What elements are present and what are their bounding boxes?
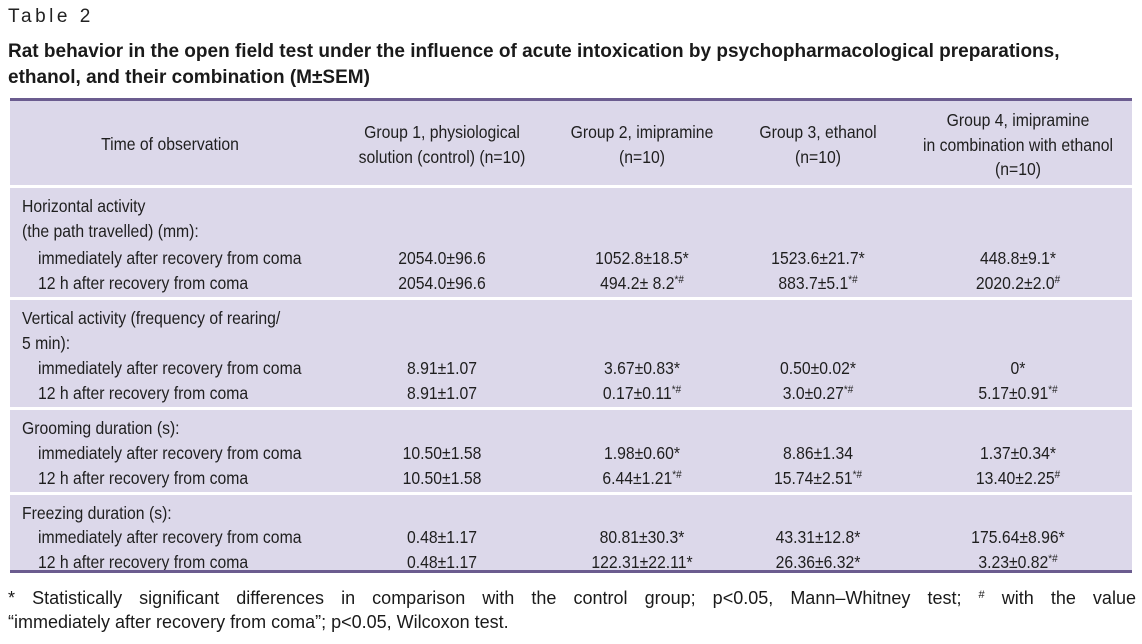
table-cell: 3.0±0.27*# bbox=[782, 383, 854, 403]
table-cell: 0.48±1.17 bbox=[407, 552, 477, 572]
table-cell: 8.91±1.07 bbox=[407, 358, 477, 378]
table-cell: 2054.0±96.6 bbox=[398, 273, 486, 293]
table-cell: 1.98±0.60* bbox=[603, 443, 681, 463]
table-cell: 8.91±1.07 bbox=[407, 383, 477, 403]
row-label: immediately after recovery from coma bbox=[38, 248, 302, 268]
header-group-2: Group 2, imipramine (n=10) bbox=[552, 120, 732, 169]
row-label: immediately after recovery from coma bbox=[38, 358, 302, 378]
row-separator bbox=[10, 407, 1132, 410]
table-cell: 494.2± 8.2*# bbox=[600, 273, 684, 293]
table-caption: Rat behavior in the open field test unde… bbox=[8, 39, 1138, 91]
table-cell: 448.8±9.1* bbox=[979, 248, 1057, 268]
header-line: Group 3, ethanol bbox=[759, 122, 877, 142]
table-cell: 80.81±30.3* bbox=[599, 527, 685, 547]
table-cell: 883.7±5.1*# bbox=[778, 273, 858, 293]
section-title: (the path travelled) (mm): bbox=[22, 221, 199, 241]
table-cell: 10.50±1.58 bbox=[402, 443, 482, 463]
data-table: Time of observation Group 1, physiologic… bbox=[10, 98, 1132, 573]
footnote-line: “immediately after recovery from coma”; … bbox=[8, 612, 509, 632]
table-cell: 175.64±8.96* bbox=[971, 527, 1065, 547]
section-title: Horizontal activity bbox=[22, 196, 146, 216]
section-title: Vertical activity (frequency of rearing/ bbox=[22, 308, 281, 328]
header-time-of-observation: Time of observation bbox=[101, 134, 239, 154]
row-label: 12 h after recovery from coma bbox=[38, 383, 249, 403]
table-cell: 5.17±0.91*# bbox=[978, 383, 1058, 403]
header-line: (n=10) bbox=[619, 146, 665, 167]
caption-line: ethanol, and their combination (M±SEM) bbox=[8, 67, 370, 88]
table-cell: 3.23±0.82*# bbox=[978, 552, 1058, 572]
table-cell: 0* bbox=[1010, 358, 1026, 378]
table-cell: 8.86±1.34 bbox=[783, 443, 853, 463]
table-cell: 122.31±22.11* bbox=[591, 552, 693, 572]
table-label: Table 2 bbox=[8, 6, 94, 27]
table-cell: 2020.2±2.0# bbox=[975, 273, 1061, 293]
header-line: in combination with ethanol bbox=[922, 134, 1113, 155]
table-cell: 3.67±0.83* bbox=[603, 358, 681, 378]
header-line: (n=10) bbox=[995, 159, 1041, 179]
section-title: Grooming duration (s): bbox=[22, 418, 180, 438]
header-line: Group 4, imipramine bbox=[946, 110, 1090, 130]
row-label: immediately after recovery from coma bbox=[38, 443, 302, 463]
table-cell: 0.50±0.02* bbox=[779, 358, 857, 378]
row-separator bbox=[10, 492, 1132, 495]
table-cell: 6.44±1.21*# bbox=[602, 468, 682, 488]
caption-line: Rat behavior in the open field test unde… bbox=[8, 41, 1060, 62]
header-group-3: Group 3, ethanol (n=10) bbox=[728, 120, 908, 169]
table-cell: 2054.0±96.6 bbox=[398, 248, 486, 268]
table-cell: 15.74±2.51*# bbox=[773, 468, 863, 488]
header-line: Group 2, imipramine bbox=[570, 122, 714, 142]
table-bottom-rule bbox=[10, 570, 1132, 573]
table-cell: 26.36±6.32* bbox=[775, 552, 861, 572]
table-cell: 10.50±1.58 bbox=[402, 468, 482, 488]
row-label: immediately after recovery from coma bbox=[38, 527, 302, 547]
table-footnote: * Statistically significant differences … bbox=[8, 586, 1136, 634]
row-label: 12 h after recovery from coma bbox=[38, 273, 249, 293]
table-cell: 43.31±12.8* bbox=[775, 527, 861, 547]
header-line: Group 1, physiological bbox=[364, 122, 520, 142]
header-group-1: Group 1, physiological solution (control… bbox=[343, 120, 541, 169]
section-title: Freezing duration (s): bbox=[22, 503, 172, 523]
row-separator bbox=[10, 297, 1132, 300]
table-top-rule bbox=[10, 98, 1132, 101]
table-cell: 0.48±1.17 bbox=[407, 527, 477, 547]
row-label: 12 h after recovery from coma bbox=[38, 552, 249, 572]
header-line: (n=10) bbox=[795, 146, 841, 167]
row-separator bbox=[10, 185, 1132, 188]
table-cell: 1.37±0.34* bbox=[979, 443, 1057, 463]
table-cell: 1523.6±21.7* bbox=[771, 248, 865, 268]
header-group-4: Group 4, imipramine in combination with … bbox=[915, 108, 1122, 182]
footnote-line: * Statistically significant differences … bbox=[8, 588, 1136, 608]
row-label: 12 h after recovery from coma bbox=[38, 468, 249, 488]
table-cell: 0.17±0.11*# bbox=[602, 383, 682, 403]
table-cell: 1052.8±18.5* bbox=[595, 248, 689, 268]
header-line: solution (control) (n=10) bbox=[358, 146, 526, 167]
section-title: 5 min): bbox=[22, 333, 71, 353]
table-cell: 13.40±2.25# bbox=[975, 468, 1061, 488]
